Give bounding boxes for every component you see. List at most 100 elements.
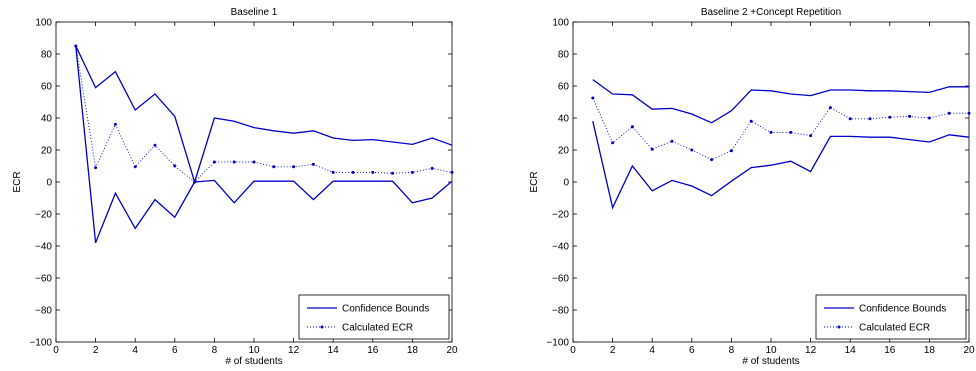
y-tick-label: 0 — [46, 178, 52, 189]
data-point-calculated-ecr — [749, 119, 753, 123]
data-point-calculated-ecr — [908, 114, 912, 118]
data-point-calculated-ecr — [630, 125, 634, 129]
x-tick-label: 16 — [367, 345, 379, 356]
data-point-calculated-ecr — [232, 160, 236, 164]
series-line-confidence-bound — [75, 45, 453, 185]
data-point-calculated-ecr — [272, 165, 276, 169]
x-tick-label: 6 — [172, 345, 178, 356]
data-point-calculated-ecr — [650, 147, 654, 151]
series-line-calculated-ecr — [592, 97, 969, 161]
data-point-calculated-ecr — [193, 180, 197, 184]
data-point-calculated-ecr — [710, 158, 714, 162]
x-tick-label: 10 — [248, 345, 260, 356]
data-point-calculated-ecr — [133, 165, 137, 169]
data-point-calculated-ecr — [430, 166, 434, 170]
data-point-calculated-ecr — [450, 170, 454, 174]
data-point-calculated-ecr — [828, 106, 832, 110]
chart-baseline-1: 0 2 4 6 8 10 12 14 16 18 20 −100 −80 −60 −40 −20 0 20 40 60… — [12, 7, 458, 367]
legend: Confidence Bounds Calculated ECR — [298, 294, 450, 340]
data-point-calculated-ecr — [351, 170, 355, 174]
y-tick-label: −80 — [552, 306, 569, 317]
series-line-confidence-bound — [592, 121, 970, 210]
x-tick-label: 20 — [446, 345, 458, 356]
y-tick-label: −20 — [35, 210, 52, 221]
y-tick-label: 20 — [558, 146, 570, 157]
y-tick-label: 100 — [552, 18, 569, 29]
data-point-calculated-ecr — [212, 160, 216, 164]
y-tick-label: −80 — [35, 306, 52, 317]
y-axis-label: ECR — [12, 171, 23, 192]
y-tick-label: 80 — [558, 50, 570, 61]
data-point-calculated-ecr — [591, 96, 595, 100]
series-line-confidence-bound — [592, 79, 969, 124]
x-tick-label: 16 — [884, 345, 896, 356]
x-tick-label: 18 — [407, 345, 419, 356]
x-tick-label: 18 — [924, 345, 936, 356]
legend-swatch-marker — [320, 325, 324, 329]
x-tick-label: 14 — [845, 345, 857, 356]
y-axis-label: ECR — [529, 171, 540, 192]
y-tick-label: 60 — [558, 82, 570, 93]
data-point-calculated-ecr — [729, 149, 733, 153]
data-point-calculated-ecr — [967, 111, 971, 115]
data-point-calculated-ecr — [391, 171, 395, 175]
y-tick-label: 40 — [41, 114, 53, 125]
series-line-calculated-ecr — [75, 45, 453, 183]
data-point-calculated-ecr — [927, 116, 931, 120]
chart-baseline-2-concept-repetition: 0 2 4 6 8 10 12 14 16 18 20 −100 −80 −60 −40 −20 0 20 40 60… — [529, 7, 975, 367]
y-tick-label: 40 — [558, 114, 570, 125]
y-tick-label: −60 — [552, 274, 569, 285]
data-point-calculated-ecr — [848, 117, 852, 121]
legend: Confidence Bounds Calculated ECR — [815, 294, 967, 340]
data-point-calculated-ecr — [769, 130, 773, 134]
data-point-calculated-ecr — [670, 139, 674, 143]
y-tick-label: −100 — [546, 338, 569, 349]
data-point-calculated-ecr — [252, 160, 256, 164]
x-tick-label: 12 — [288, 345, 300, 356]
data-point-calculated-ecr — [113, 122, 117, 126]
x-tick-label: 14 — [328, 345, 340, 356]
y-tick-label: −40 — [552, 242, 569, 253]
data-point-calculated-ecr — [690, 148, 694, 152]
data-point-calculated-ecr — [94, 166, 98, 170]
data-point-calculated-ecr — [868, 117, 872, 121]
legend-box — [815, 294, 967, 340]
x-tick-label: 20 — [963, 345, 975, 356]
legend-label: Confidence Bounds — [342, 304, 429, 315]
data-point-calculated-ecr — [292, 165, 296, 169]
x-tick-label: 0 — [53, 345, 59, 356]
x-tick-label: 2 — [93, 345, 99, 356]
x-tick-label: 10 — [765, 345, 777, 356]
data-point-calculated-ecr — [789, 130, 793, 134]
data-point-calculated-ecr — [410, 170, 414, 174]
data-point-calculated-ecr — [888, 115, 892, 119]
data-point-calculated-ecr — [371, 170, 375, 174]
y-tick-label: 100 — [35, 18, 52, 29]
legend-label: Calculated ECR — [342, 323, 413, 334]
legend-box — [298, 294, 450, 340]
data-point-calculated-ecr — [311, 162, 315, 166]
axes-box — [572, 21, 970, 343]
data-point-calculated-ecr — [153, 143, 157, 147]
x-axis-label: # of students — [742, 356, 799, 367]
data-point-calculated-ecr — [611, 141, 615, 145]
data-point-calculated-ecr — [947, 111, 951, 115]
y-tick-label: −20 — [552, 210, 569, 221]
y-tick-label: 80 — [41, 50, 53, 61]
data-point-calculated-ecr — [331, 170, 335, 174]
x-tick-label: 2 — [610, 345, 616, 356]
y-tick-label: 60 — [41, 82, 53, 93]
data-point-calculated-ecr — [173, 164, 177, 168]
data-point-calculated-ecr — [74, 44, 78, 48]
legend-label: Calculated ECR — [859, 323, 930, 334]
y-tick-label: 0 — [563, 178, 569, 189]
y-tick-label: −60 — [35, 274, 52, 285]
x-tick-label: 4 — [132, 345, 138, 356]
x-tick-label: 0 — [570, 345, 576, 356]
chart-title: Baseline 1 — [231, 7, 278, 18]
legend-swatch-marker — [837, 325, 841, 329]
x-axis-label: # of students — [225, 356, 282, 367]
y-tick-label: −40 — [35, 242, 52, 253]
x-tick-label: 4 — [649, 345, 655, 356]
